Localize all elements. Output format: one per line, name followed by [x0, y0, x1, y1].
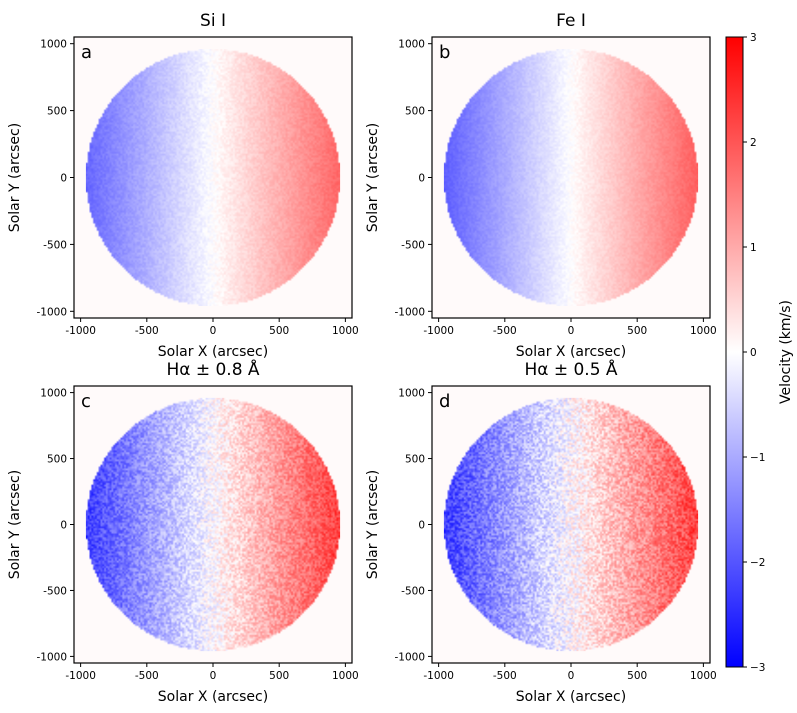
x-tick-label: 1000 [690, 670, 717, 682]
panel-title: Hα ± 0.8 Å [166, 358, 259, 380]
panel-b: -1000 -500 0 500 1000 -1000 -500 0 500 1000 b Fe I S… [365, 11, 717, 360]
y-tick-label: -1000 [394, 306, 425, 318]
colorbar-label: Velocity (km/s) [778, 300, 794, 404]
colorbar-tick-label: 3 [750, 32, 757, 44]
y-tick-label: -1000 [36, 651, 67, 663]
x-tick-label: 0 [568, 670, 575, 682]
x-tick-label: -500 [493, 670, 517, 682]
y-tick-label: -1000 [36, 306, 67, 318]
x-tick-label: -1000 [423, 670, 454, 682]
y-axis-label: Solar Y (arcsec) [365, 470, 381, 579]
panel-title: Hα ± 0.5 Å [524, 358, 617, 380]
x-tick-label: 500 [627, 670, 647, 682]
x-tick-label: 0 [568, 325, 575, 337]
y-tick-label: 500 [405, 106, 425, 118]
x-tick-label: 1000 [332, 325, 359, 337]
x-tick-label: 500 [269, 325, 289, 337]
x-tick-label: 0 [210, 325, 217, 337]
y-axis-label: Solar Y (arcsec) [7, 123, 23, 232]
y-tick-label: -500 [401, 239, 425, 251]
velocity-disk-image [85, 397, 341, 652]
y-tick-label: 1000 [398, 388, 425, 400]
colorbar-tick-label: 0 [750, 347, 757, 359]
colorbar-tick-label: −2 [750, 557, 765, 569]
y-tick-label: -500 [43, 585, 67, 597]
x-tick-label: -500 [493, 325, 517, 337]
y-tick-label: 0 [418, 173, 425, 185]
x-tick-label: 0 [210, 670, 217, 682]
y-tick-label: -1000 [394, 651, 425, 663]
panel-title: Fe I [556, 11, 586, 31]
y-tick-label: 500 [47, 106, 67, 118]
colorbar-tick-label: 2 [750, 137, 757, 149]
x-tick-label: 500 [627, 325, 647, 337]
colorbar: 3 2 1 0 −1 −2 −3 Velocity (km/s) [725, 32, 794, 674]
panel-label: b [439, 42, 450, 63]
colorbar-gradient [725, 36, 744, 668]
y-tick-label: 0 [60, 173, 67, 185]
y-axis-label: Solar Y (arcsec) [7, 470, 23, 579]
y-tick-label: 1000 [398, 39, 425, 51]
panel-a: -1000 -500 0 500 1000 -1000 -500 0 500 1000 a Si I S… [7, 11, 359, 360]
panel-c: -1000 -500 0 500 1000 -1000 -500 0 500 1000 c Hα ± … [7, 358, 359, 705]
y-tick-label: 0 [418, 520, 425, 532]
x-tick-label: -1000 [65, 325, 96, 337]
y-tick-label: 500 [405, 454, 425, 466]
y-tick-label: 500 [47, 454, 67, 466]
x-tick-label: 1000 [690, 325, 717, 337]
panel-label: d [439, 391, 450, 412]
y-tick-label: -500 [401, 585, 425, 597]
x-axis-label: Solar X (arcsec) [516, 344, 626, 360]
y-tick-label: -500 [43, 239, 67, 251]
velocity-disk-image [443, 49, 699, 306]
panel-label: a [81, 42, 92, 63]
x-tick-label: 1000 [332, 670, 359, 682]
velocity-disk-image [443, 397, 699, 652]
colorbar-tick-label: −3 [750, 662, 765, 674]
x-tick-label: -500 [135, 670, 159, 682]
colorbar-tick-label: −1 [750, 452, 765, 464]
x-tick-label: 500 [269, 670, 289, 682]
panel-title: Si I [200, 11, 226, 31]
x-tick-label: -1000 [423, 325, 454, 337]
x-tick-label: -500 [135, 325, 159, 337]
panel-label: c [81, 391, 91, 412]
y-tick-label: 1000 [40, 39, 67, 51]
velocity-disk-image [85, 49, 341, 306]
x-axis-label: Solar X (arcsec) [158, 689, 268, 705]
y-tick-label: 0 [60, 520, 67, 532]
colorbar-tick-label: 1 [750, 242, 757, 254]
x-axis-label: Solar X (arcsec) [158, 344, 268, 360]
x-tick-label: -1000 [65, 670, 96, 682]
y-tick-label: 1000 [40, 388, 67, 400]
y-axis-label: Solar Y (arcsec) [365, 123, 381, 232]
panel-d: -1000 -500 0 500 1000 -1000 -500 0 500 1000 d Hα ± … [365, 358, 717, 705]
x-axis-label: Solar X (arcsec) [516, 689, 626, 705]
